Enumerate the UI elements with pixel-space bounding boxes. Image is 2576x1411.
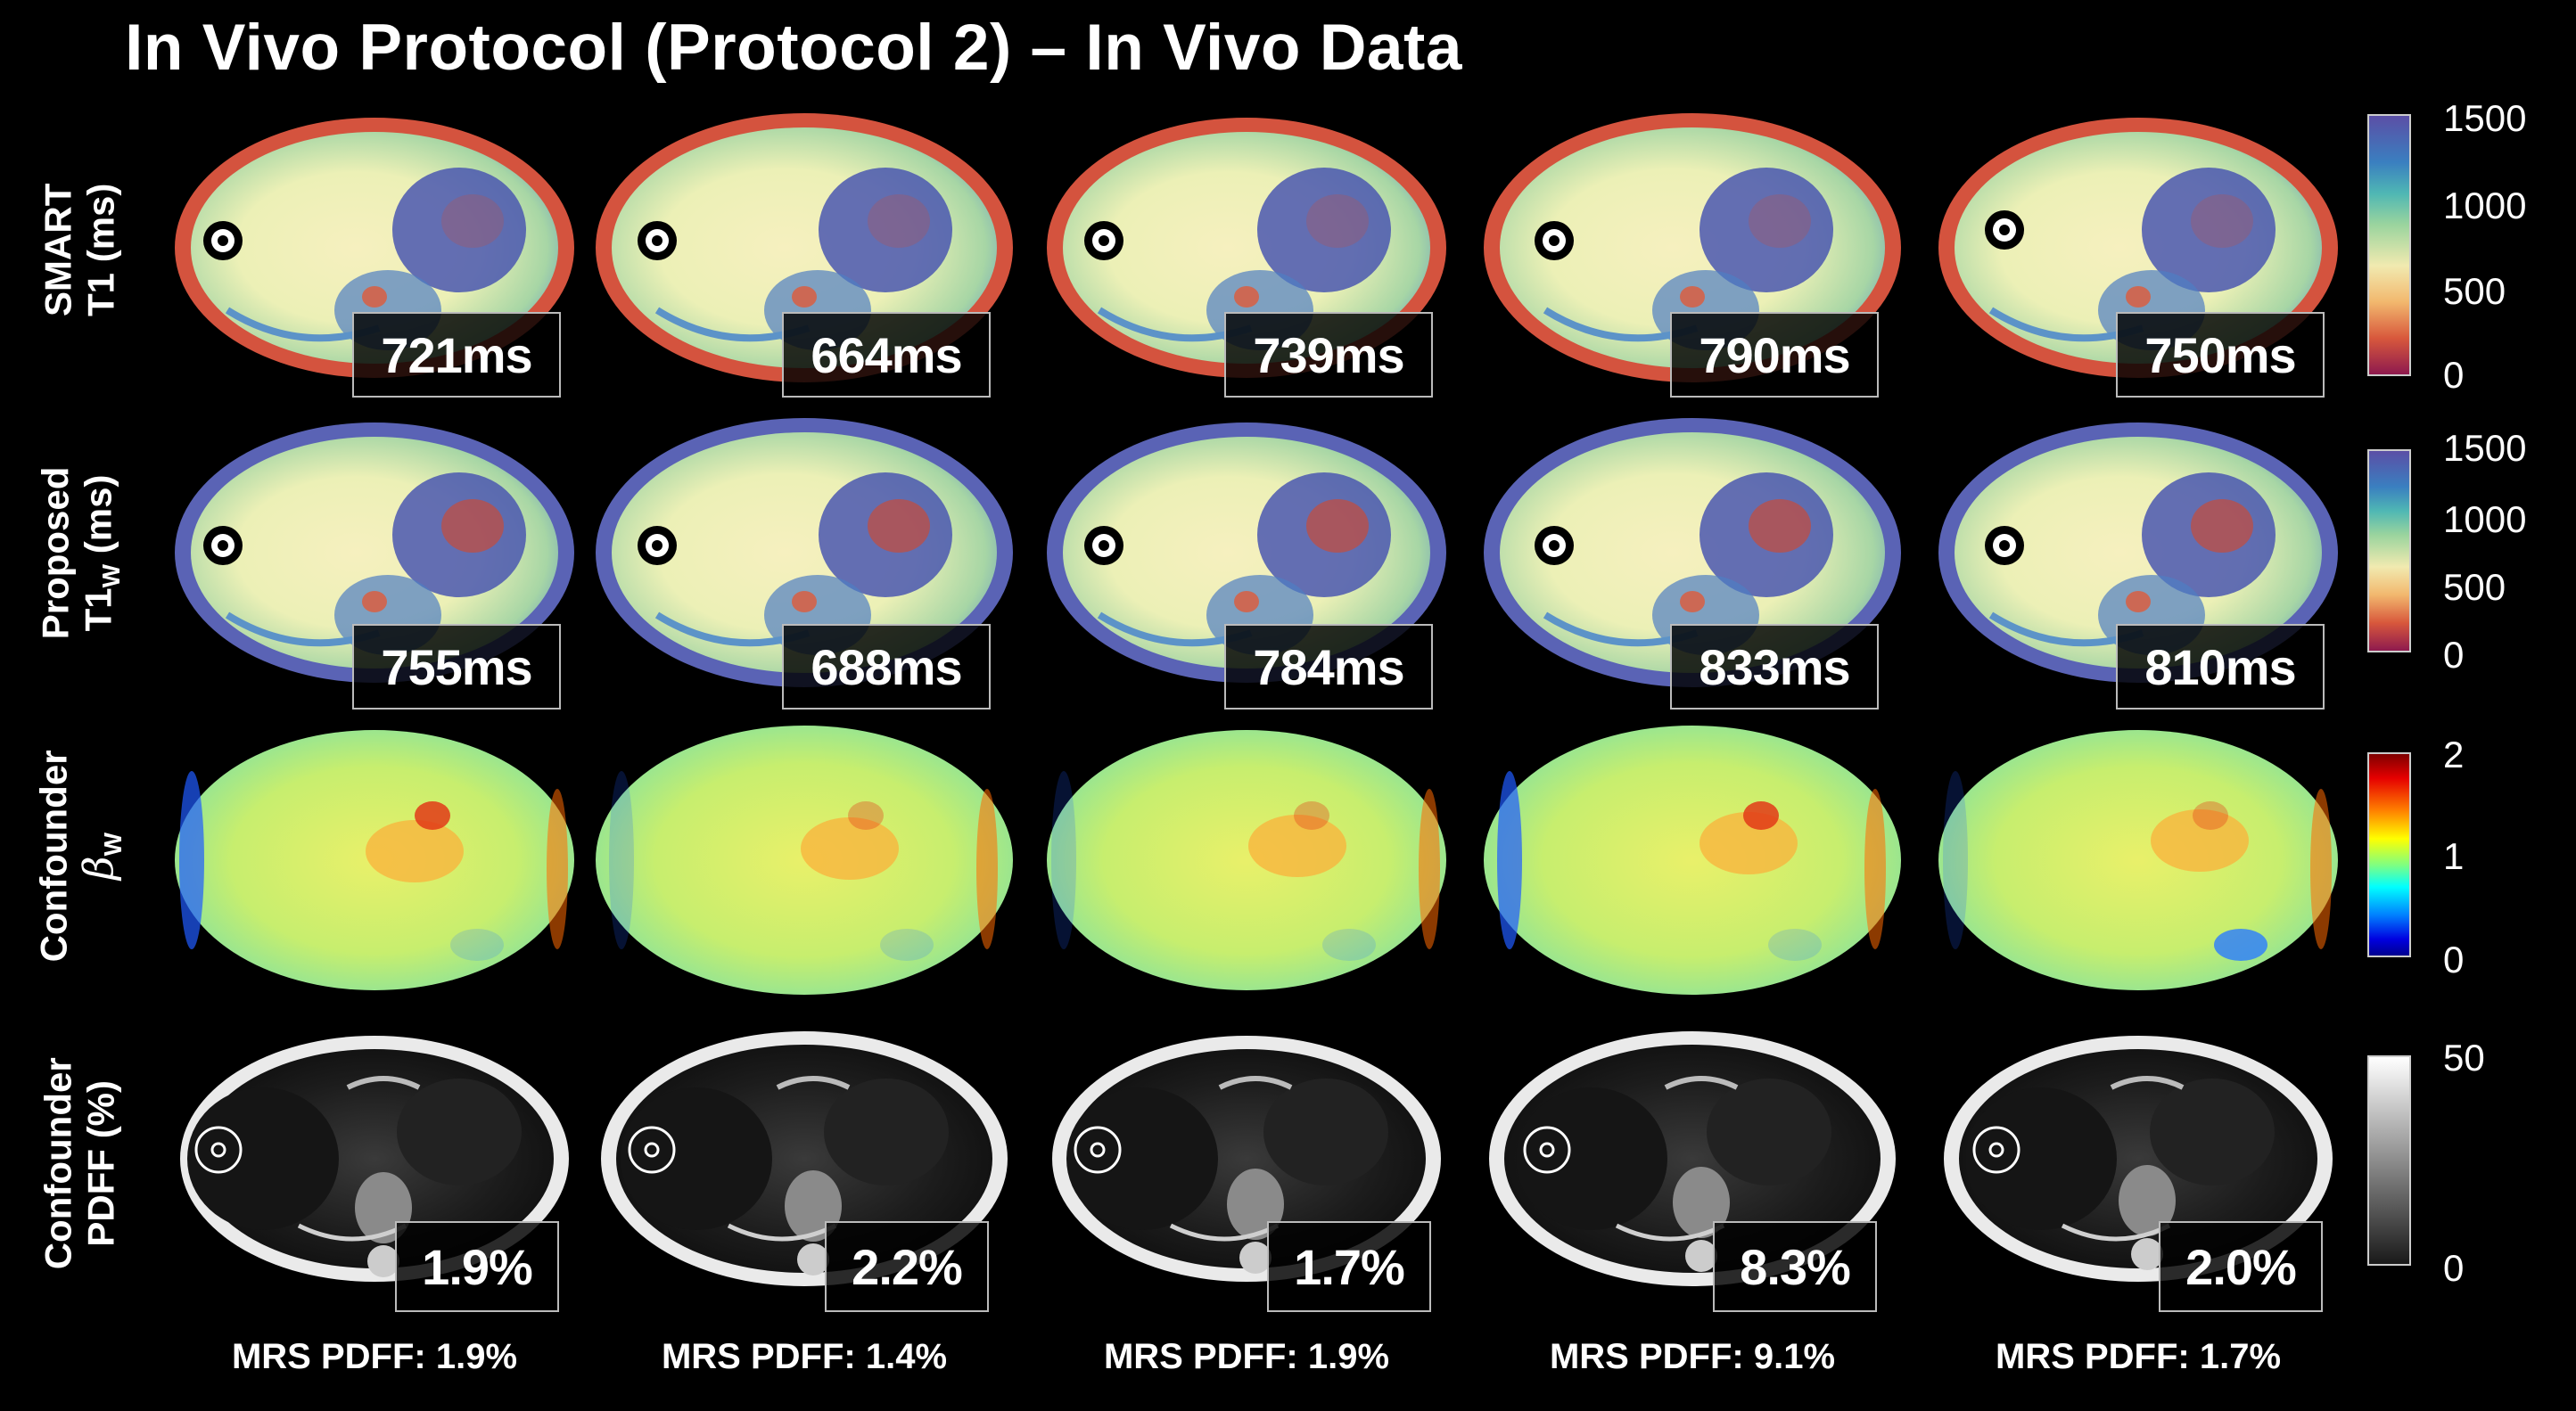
- row-label-confounder-pdff: Confounder PDFF (%): [37, 1057, 123, 1269]
- mri-image-panel: [1929, 410, 2348, 695]
- colorbar-tick: 2: [2443, 734, 2465, 775]
- mri-image-panel: [1037, 1016, 1456, 1301]
- mri-image-panel: [1929, 718, 2348, 1003]
- mri-image-panel: [165, 718, 584, 1003]
- colorbar-tick: 0: [2443, 939, 2465, 980]
- colorbar-tick: 500: [2443, 270, 2506, 312]
- roi-value-box: 2.0%: [2159, 1221, 2323, 1312]
- roi-value-box: 688ms: [782, 624, 991, 710]
- colorbar-tick: 0: [2443, 634, 2465, 676]
- roi-value-box: 784ms: [1224, 624, 1433, 710]
- mrs-pdff-caption: MRS PDFF: 1.7%: [1995, 1337, 2282, 1376]
- mri-image-panel: [1037, 410, 1456, 695]
- mrs-pdff-caption: MRS PDFF: 1.9%: [1103, 1337, 1390, 1376]
- roi-value-box: 750ms: [2116, 312, 2325, 398]
- colorbar-t1-proposed: [2367, 449, 2411, 652]
- colorbar-tick: 1000: [2443, 498, 2527, 540]
- mrs-pdff-caption: MRS PDFF: 9.1%: [1549, 1337, 1836, 1376]
- colorbar-tick: 1500: [2443, 427, 2527, 469]
- roi-value-box: 8.3%: [1713, 1221, 1877, 1312]
- mri-image-panel: [1483, 1016, 1902, 1301]
- mrs-pdff-caption: MRS PDFF: 1.4%: [661, 1337, 948, 1376]
- roi-value-box: 2.2%: [825, 1221, 989, 1312]
- colorbar-pdff-gray: [2367, 1055, 2411, 1266]
- mri-image-panel: [1037, 718, 1456, 1003]
- mri-image-panel: [1483, 718, 1902, 1003]
- mri-image-panel: [165, 105, 584, 390]
- roi-value-box: 739ms: [1224, 312, 1433, 398]
- roi-value-box: 810ms: [2116, 624, 2325, 710]
- row-label-proposed-t1w: Proposed T1W (ms): [34, 466, 126, 639]
- colorbar-tick: 0: [2443, 1247, 2465, 1289]
- colorbar-tick: 50: [2443, 1037, 2485, 1079]
- colorbar-beta-jet: [2367, 752, 2411, 957]
- colorbar-tick: 1500: [2443, 97, 2527, 139]
- mri-image-panel: [595, 718, 1014, 1003]
- colorbar-tick: 500: [2443, 566, 2506, 608]
- row-label-smart-t1: SMART T1 (ms): [37, 183, 122, 316]
- roi-value-box: 664ms: [782, 312, 991, 398]
- roi-value-box: 1.7%: [1267, 1221, 1431, 1312]
- colorbar-tick: 1: [2443, 835, 2465, 877]
- figure-title: In Vivo Protocol (Protocol 2) – In Vivo …: [125, 12, 1462, 84]
- roi-value-box: 833ms: [1670, 624, 1879, 710]
- mrs-pdff-caption: MRS PDFF: 1.9%: [231, 1337, 518, 1376]
- roi-value-box: 755ms: [352, 624, 561, 710]
- roi-value-box: 790ms: [1670, 312, 1879, 398]
- mri-image-panel: [1929, 1016, 2348, 1301]
- roi-value-box: 1.9%: [395, 1221, 559, 1312]
- colorbar-tick: 0: [2443, 354, 2465, 396]
- row-label-confounder-beta: Confounder βW: [32, 750, 128, 962]
- colorbar-t1-smart: [2367, 114, 2411, 376]
- colorbar-tick: 1000: [2443, 185, 2527, 226]
- roi-value-box: 721ms: [352, 312, 561, 398]
- mri-image-panel: [165, 1016, 584, 1301]
- mri-image-panel: [165, 410, 584, 695]
